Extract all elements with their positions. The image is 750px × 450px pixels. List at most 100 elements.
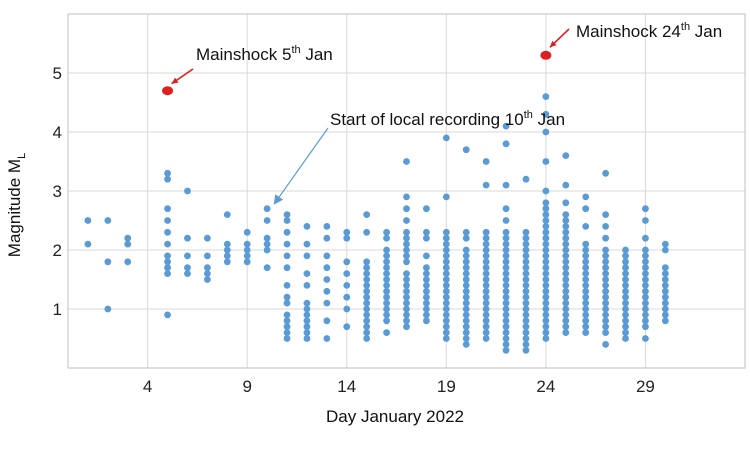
earthquake-point — [164, 169, 171, 177]
earthquake-point — [542, 276, 550, 283]
earthquake-point — [602, 329, 610, 336]
earthquake-point — [482, 258, 490, 266]
earthquake-point — [283, 299, 291, 307]
earthquake-point — [502, 240, 510, 248]
earthquake-point — [562, 199, 570, 207]
earthquake-point — [403, 276, 410, 283]
earthquake-point — [542, 264, 550, 272]
mainshock-points — [162, 50, 552, 96]
earthquake-point — [562, 305, 570, 313]
earthquake-point — [442, 252, 450, 260]
earthquake-point — [462, 146, 470, 154]
earthquake-point — [363, 299, 371, 307]
earthquake-point — [403, 252, 410, 260]
earthquake-point — [462, 234, 470, 242]
earthquake-point — [363, 335, 371, 342]
earthquake-point — [482, 305, 490, 313]
earthquake-point — [661, 264, 669, 272]
earthquake-point — [602, 264, 610, 272]
earthquake-point — [602, 211, 610, 219]
earthquake-point — [303, 240, 311, 248]
earthquake-point — [542, 93, 550, 100]
earthquake-point — [164, 240, 171, 248]
mainshock-point — [162, 86, 174, 96]
earthquake-point — [562, 258, 570, 266]
earthquake-point — [323, 223, 331, 230]
earthquake-point — [602, 246, 610, 254]
earthquake-point — [602, 276, 610, 283]
earthquake-point — [482, 287, 490, 295]
earthquake-point — [283, 252, 291, 260]
earthquake-point — [602, 234, 610, 242]
earthquake-point — [383, 329, 390, 336]
earthquake-point — [343, 228, 351, 236]
earthquake-point — [423, 252, 430, 260]
earthquake-point — [303, 299, 311, 307]
earthquake-point — [502, 335, 510, 342]
earthquake-point — [403, 299, 410, 307]
earthquake-point — [363, 311, 371, 319]
earthquake-point — [203, 270, 211, 277]
earthquake-point — [542, 158, 550, 165]
earthquake-point — [403, 270, 410, 277]
earthquake-point — [562, 240, 570, 248]
earthquake-point — [661, 246, 669, 254]
earthquake-point — [184, 270, 191, 277]
earthquake-point — [303, 252, 311, 260]
earthquake-point — [383, 270, 390, 277]
earthquake-point — [502, 258, 510, 266]
earthquake-point — [582, 240, 590, 248]
earthquake-point — [263, 234, 271, 242]
earthquake-point — [642, 264, 649, 272]
earthquake-point — [383, 252, 390, 260]
earthquake-point — [104, 217, 112, 224]
y-axis-label: Magnitude ML — [5, 153, 28, 257]
y-tick-label: 4 — [53, 123, 62, 142]
x-tick-label: 29 — [636, 377, 655, 396]
earthquake-point — [423, 276, 430, 283]
earthquake-point — [642, 311, 649, 319]
earthquake-point — [223, 211, 231, 219]
earthquake-point — [622, 323, 629, 331]
earthquake-point — [363, 270, 371, 277]
earthquake-point — [482, 317, 490, 325]
earthquake-point — [184, 187, 191, 195]
earthquake-point — [582, 276, 590, 283]
earthquake-point — [383, 311, 390, 319]
earthquake-point — [582, 293, 590, 301]
earthquake-point — [423, 228, 430, 236]
earthquake-point — [582, 311, 590, 319]
earthquake-point — [502, 329, 510, 336]
earthquake-point — [502, 234, 510, 242]
earthquake-point — [602, 258, 610, 266]
earthquake-point — [582, 299, 590, 307]
earthquake-point — [243, 246, 251, 254]
earthquake-point — [502, 311, 510, 319]
earthquake-point — [343, 270, 351, 277]
earthquake-point — [462, 246, 470, 254]
earthquake-point — [542, 240, 550, 248]
earthquake-point — [403, 305, 410, 313]
earthquake-point — [283, 323, 291, 331]
earthquake-point — [442, 264, 450, 272]
earthquake-point — [542, 317, 550, 325]
earthquake-point — [661, 305, 669, 313]
earthquake-point — [562, 276, 570, 283]
earthquake-point — [283, 217, 291, 224]
earthquake-point — [164, 205, 171, 213]
arrow-local-recording — [273, 127, 329, 205]
earthquake-point — [124, 234, 132, 242]
earthquake-point — [542, 252, 550, 260]
earthquake-point — [203, 264, 211, 272]
earthquake-point — [462, 341, 470, 348]
earthquake-point — [323, 335, 331, 342]
earthquake-point — [403, 317, 410, 325]
earthquake-point — [283, 317, 291, 325]
earthquake-point — [562, 217, 570, 224]
earthquake-point — [482, 228, 490, 236]
earthquake-point — [303, 335, 311, 342]
earthquake-points — [84, 93, 669, 354]
earthquake-point — [522, 323, 530, 331]
earthquake-point — [263, 240, 271, 248]
earthquake-point — [522, 276, 530, 283]
